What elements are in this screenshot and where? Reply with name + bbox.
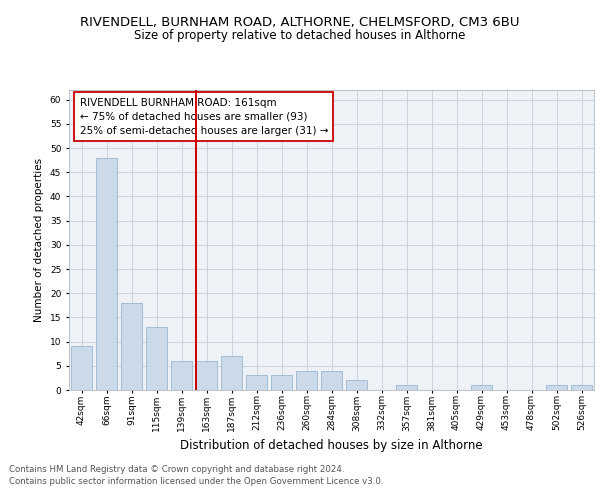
Text: Contains HM Land Registry data © Crown copyright and database right 2024.: Contains HM Land Registry data © Crown c… <box>9 466 344 474</box>
Y-axis label: Number of detached properties: Number of detached properties <box>34 158 44 322</box>
Bar <box>346 380 367 390</box>
Bar <box>146 327 167 390</box>
Text: Contains public sector information licensed under the Open Government Licence v3: Contains public sector information licen… <box>9 476 383 486</box>
Bar <box>246 376 267 390</box>
Text: Size of property relative to detached houses in Althorne: Size of property relative to detached ho… <box>134 28 466 42</box>
Bar <box>296 370 317 390</box>
Text: RIVENDELL BURNHAM ROAD: 161sqm
← 75% of detached houses are smaller (93)
25% of : RIVENDELL BURNHAM ROAD: 161sqm ← 75% of … <box>79 98 328 136</box>
Bar <box>221 356 242 390</box>
Bar <box>546 385 567 390</box>
Bar <box>121 303 142 390</box>
Bar <box>71 346 92 390</box>
Bar <box>196 361 217 390</box>
Text: RIVENDELL, BURNHAM ROAD, ALTHORNE, CHELMSFORD, CM3 6BU: RIVENDELL, BURNHAM ROAD, ALTHORNE, CHELM… <box>80 16 520 29</box>
Bar <box>271 376 292 390</box>
X-axis label: Distribution of detached houses by size in Althorne: Distribution of detached houses by size … <box>180 439 483 452</box>
Bar <box>571 385 592 390</box>
Bar <box>171 361 192 390</box>
Bar <box>321 370 342 390</box>
Bar <box>396 385 417 390</box>
Bar <box>96 158 117 390</box>
Bar <box>471 385 492 390</box>
